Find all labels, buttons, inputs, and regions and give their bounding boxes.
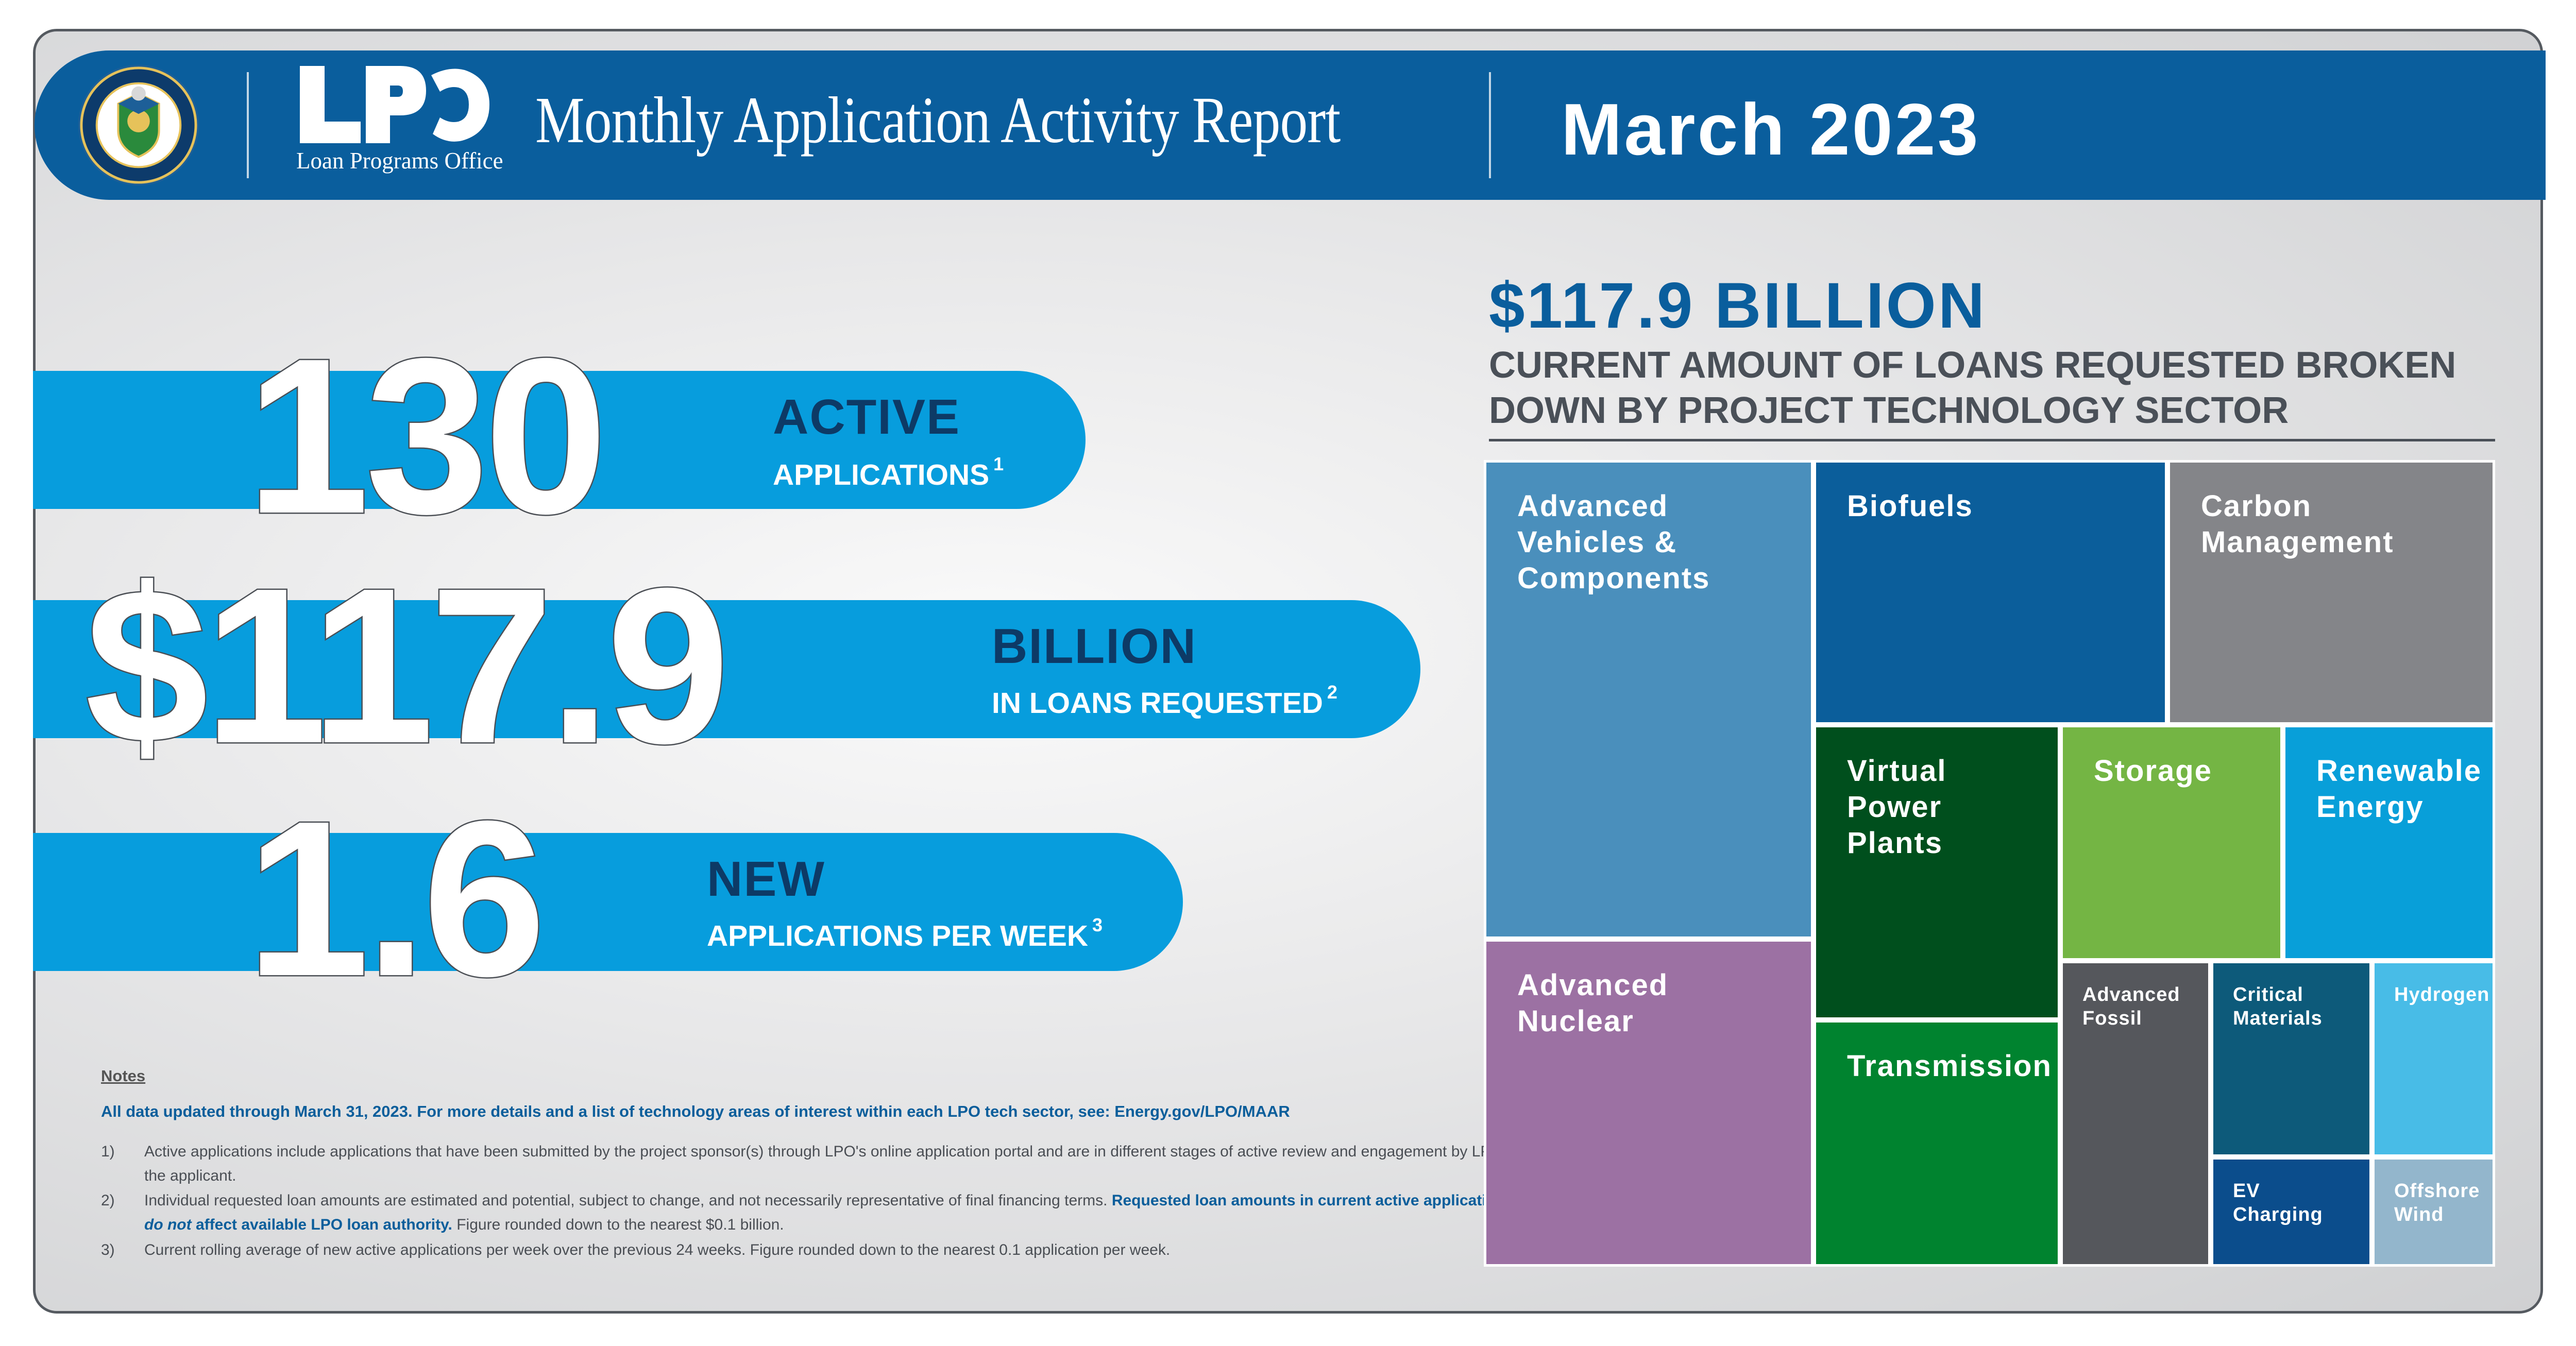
- stat-word-active: ACTIVE: [773, 389, 961, 445]
- note-text: Current rolling average of new active ap…: [144, 1241, 1171, 1258]
- treemap-cell-label: Virtual Power Plants: [1847, 754, 1947, 860]
- header-divider: [1489, 72, 1491, 178]
- treemap-cell-label: Renewable Energy: [2316, 754, 2482, 824]
- notes-all-data: All data updated through March 31, 2023.…: [101, 1102, 1290, 1120]
- header-divider: [247, 72, 249, 178]
- note-number: 2): [101, 1192, 115, 1209]
- logo-subtitle: Loan Programs Office: [296, 148, 503, 174]
- treemap-cell-biofuels: Biofuels: [1814, 460, 2167, 725]
- treemap-cell-label: Storage: [2094, 754, 2212, 788]
- stat-value-loans: $117.9: [83, 542, 731, 790]
- note-item: 3) Current rolling average of new active…: [101, 1238, 1595, 1264]
- doe-seal-icon: [78, 64, 199, 186]
- stat-sub-new: APPLICATIONS PER WEEK 3: [707, 914, 1103, 952]
- note-number: 3): [101, 1241, 115, 1258]
- stat-pill-active: [33, 371, 1086, 509]
- note-number: 1): [101, 1143, 115, 1160]
- treemap-cell-advanced-nuclear: Advanced Nuclear: [1484, 939, 1814, 1267]
- stat-pill-loans: [33, 600, 1420, 738]
- note-item: 2) Individual requested loan amounts are…: [101, 1188, 1595, 1240]
- note-text: Individual requested loan amounts are es…: [144, 1192, 1514, 1233]
- report-title: Monthly Application Activity Report: [535, 83, 1341, 157]
- treemap-cell-label: Advanced Vehicles & Components: [1517, 489, 1710, 595]
- treemap-cell-label: Offshore Wind: [2394, 1180, 2480, 1225]
- treemap-cell-label: Advanced Nuclear: [1517, 968, 1669, 1038]
- treemap-cell-hydrogen: Hydrogen: [2372, 961, 2495, 1157]
- treemap-cell-label: Biofuels: [1847, 489, 1973, 523]
- treemap-cell-label: Hydrogen: [2394, 984, 2490, 1006]
- chart-rule: [1489, 439, 2495, 441]
- note-text: Active applications include applications…: [144, 1143, 1533, 1184]
- treemap-cell-advanced-fossil: Advanced Fossil: [2060, 961, 2211, 1267]
- stat-value-new: 1.6: [245, 775, 548, 1023]
- treemap-cell-label: Critical Materials: [2233, 984, 2323, 1029]
- treemap-cell-transmission: Transmission: [1814, 1020, 2060, 1267]
- treemap-cell-virtual-power-plants: Virtual Power Plants: [1814, 725, 2060, 1020]
- report-month: March 2023: [1561, 89, 1980, 171]
- treemap-cell-renewable-energy: Renewable Energy: [2283, 725, 2495, 961]
- treemap-cell-offshore-wind: Offshore Wind: [2372, 1157, 2495, 1267]
- treemap-cell-advanced-vehicles-components: Advanced Vehicles & Components: [1484, 460, 1814, 939]
- stat-word-new: NEW: [707, 851, 825, 907]
- treemap-cell-critical-materials: Critical Materials: [2211, 961, 2372, 1157]
- chart-subtitle: CURRENT AMOUNT OF LOANS REQUESTED BROKEN…: [1489, 345, 2456, 431]
- lpo-logo: [300, 66, 489, 143]
- treemap-cell-storage: Storage: [2060, 725, 2283, 961]
- treemap-cell-label: Advanced Fossil: [2082, 984, 2180, 1029]
- treemap-cell-ev-charging: EV Charging: [2211, 1157, 2372, 1267]
- treemap-cell-label: Transmission: [1847, 1049, 2052, 1083]
- treemap-cell-label: Carbon Management: [2201, 489, 2394, 559]
- notes-heading: Notes: [101, 1067, 146, 1085]
- treemap-cell-label: EV Charging: [2233, 1180, 2323, 1225]
- stat-word-loans: BILLION: [992, 619, 1197, 674]
- treemap-cell-carbon-management: Carbon Management: [2167, 460, 2495, 725]
- treemap-chart: Advanced Vehicles & Components Advanced N…: [1484, 460, 2495, 1267]
- stat-sub-loans: IN LOANS REQUESTED 2: [992, 681, 1337, 720]
- stat-value-active: 130: [245, 313, 608, 560]
- note-item: 1) Active applications include applicati…: [101, 1139, 1595, 1191]
- stat-sub-active: APPLICATIONS 1: [773, 453, 1004, 491]
- chart-title: $117.9 BILLION: [1489, 270, 1987, 342]
- header-banner: Loan Programs Office Monthly Application…: [35, 50, 2546, 200]
- stat-pill-new: [33, 833, 1183, 971]
